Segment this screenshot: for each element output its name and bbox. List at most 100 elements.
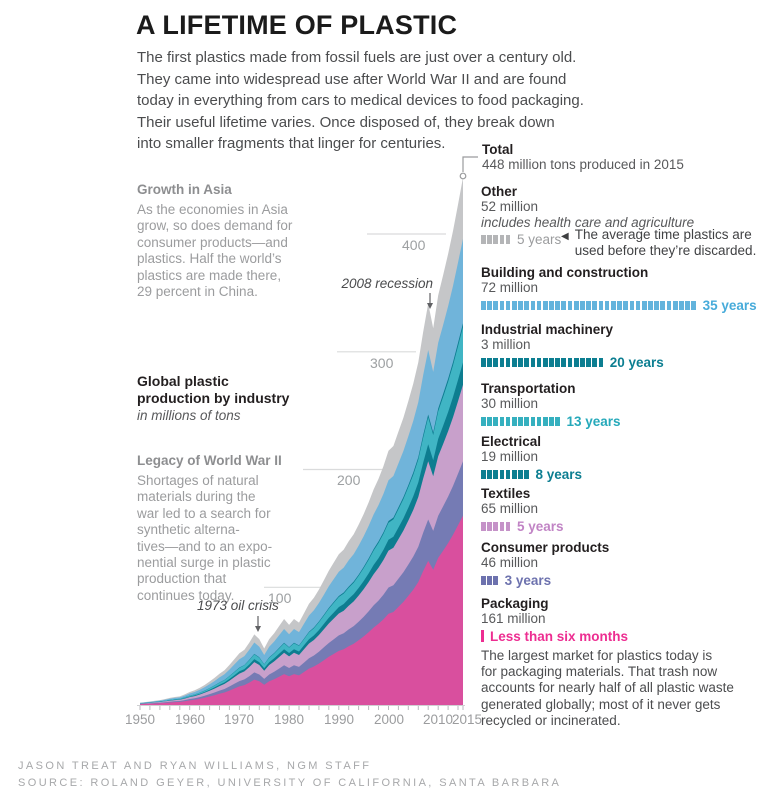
lifetime-tick <box>617 300 622 310</box>
lifetime-tick <box>499 469 505 479</box>
annotation-heading: Legacy of World War II <box>137 453 282 468</box>
lifetime-ticks: 13 years <box>481 414 767 429</box>
lifetime-tick <box>511 357 517 367</box>
legend-entry-name: Transportation <box>481 381 576 396</box>
lifetime-tick <box>493 469 499 479</box>
lifetime-tick <box>493 416 499 426</box>
annotation-growth-in-asia: Growth in Asia As the economies in Asia … <box>137 182 327 300</box>
intro-paragraph: The first plastics made from fossil fuel… <box>137 49 584 153</box>
legend-entry-industrial: Industrial machinery 3 million 20 years <box>481 322 767 370</box>
lifetime-tick <box>549 416 554 426</box>
lifetime-tick <box>511 300 517 310</box>
lifetime-tick <box>598 357 604 367</box>
legend-entry-packaging: Packaging 161 million Less than six mont… <box>481 596 767 729</box>
lifetime-tick <box>481 300 486 310</box>
lifetime-ticks: 35 years <box>481 297 767 313</box>
annotation-body: As the economies in Asia grow, so does d… <box>137 202 293 300</box>
discard-note: ◀ The average time plastics are used bef… <box>561 227 756 258</box>
lifetime-tick <box>499 521 505 531</box>
legend-entry-value: 52 million <box>481 199 539 214</box>
lifetime-ticks: 8 years <box>481 467 767 482</box>
chart-heading-subtitle: in millions of tons <box>137 408 241 423</box>
lifetime-tick <box>536 300 542 310</box>
lifetime-tick <box>499 416 505 426</box>
lifetime-tick <box>530 416 536 426</box>
lifetime-label: 35 years <box>702 297 757 313</box>
lifetime-tick <box>635 300 641 310</box>
x-tick-2010: 2010 <box>422 712 454 727</box>
lifetime-tick <box>511 469 517 479</box>
lifetime-tick <box>536 357 542 367</box>
lifetime-ticks: Less than six months <box>481 629 767 644</box>
lifetime-tick <box>623 300 628 310</box>
lifetime-tick <box>660 300 666 310</box>
x-tick-1990: 1990 <box>323 712 355 727</box>
chart-heading: Global plastic production by industry in… <box>137 373 337 423</box>
legend-entry-building: Building and construction 72 million 35 … <box>481 265 767 313</box>
lifetime-tick <box>518 300 523 310</box>
lifetime-tick <box>481 416 486 426</box>
source-line: SOURCE: ROLAND GEYER, UNIVERSITY OF CALI… <box>18 777 562 789</box>
legend-entry-value: 72 million <box>481 280 539 295</box>
legend-entry-textiles: Textiles 65 million 5 years <box>481 486 767 534</box>
lifetime-tick <box>524 416 529 426</box>
discard-note-text: The average time plastics are used befor… <box>574 227 757 258</box>
recession-arrowhead <box>427 303 433 309</box>
lifetime-tick <box>561 300 567 310</box>
lifetime-tick <box>542 357 548 367</box>
lifetime-tick <box>542 416 548 426</box>
legend-entry-value: 161 million <box>481 611 546 626</box>
lifetime-tick <box>648 300 653 310</box>
lifetime-tick <box>542 300 548 310</box>
lifetime-tick <box>493 300 499 310</box>
legend-entry-value: 30 million <box>481 396 539 411</box>
lifetime-tick <box>499 234 505 244</box>
annotation-legacy-ww2: Legacy of World War II Shortages of natu… <box>137 453 312 604</box>
total-peak-marker <box>459 172 467 180</box>
lifetime-tick <box>493 575 499 585</box>
lifetime-tick <box>536 416 542 426</box>
chart-heading-title: Global plastic production by industry <box>137 373 290 406</box>
legend-entry-name: Electrical <box>481 434 542 449</box>
x-tick-1950: 1950 <box>124 712 156 727</box>
legend-entry-transportation: Transportation 30 million 13 years <box>481 381 767 429</box>
lifetime-tick <box>481 234 486 244</box>
legend-entry-name: Other <box>481 184 518 199</box>
lifetime-tick <box>487 521 492 531</box>
packaging-bar-icon <box>481 630 484 642</box>
lifetime-ticks: 3 years <box>481 573 767 588</box>
annotation-body: Shortages of natural materials during th… <box>137 473 273 603</box>
legend-entry-name: Packaging <box>481 596 549 611</box>
legend-entry-value: 3 million <box>481 337 531 352</box>
oil-crisis-arrowhead <box>255 626 261 632</box>
lifetime-tick <box>530 357 536 367</box>
lifetime-tick <box>524 357 529 367</box>
lifetime-tick <box>573 300 579 310</box>
lifetime-tick <box>561 357 567 367</box>
lifetime-tick <box>610 300 616 310</box>
lifetime-tick <box>481 521 486 531</box>
lifetime-tick <box>555 416 560 426</box>
lifetime-tick <box>487 416 492 426</box>
lifetime-tick <box>685 300 690 310</box>
lifetime-tick <box>524 469 529 479</box>
lifetime-ticks: 5 years <box>481 519 767 534</box>
lifetime-tick <box>598 300 604 310</box>
legend-total-desc: 448 million tons produced in 2015 <box>482 157 684 172</box>
lifetime-tick <box>604 300 610 310</box>
lifetime-tick <box>505 357 511 367</box>
lifetime-tick <box>586 357 591 367</box>
packaging-note: The largest market for plastics today is… <box>481 648 734 728</box>
lifetime-tick <box>493 357 499 367</box>
credit-line: JASON TREAT AND RYAN WILLIAMS, NGM STAFF <box>18 760 372 772</box>
lifetime-label: 20 years <box>609 354 664 370</box>
x-tick-2000: 2000 <box>373 712 405 727</box>
lifetime-tick <box>487 300 492 310</box>
lifetime-tick <box>654 300 659 310</box>
y-tick-200: 200 <box>337 472 361 488</box>
lifetime-tick <box>487 469 492 479</box>
lifetime-tick <box>499 300 505 310</box>
y-tick-400: 400 <box>402 237 426 253</box>
legend-entry-name: Textiles <box>481 486 531 501</box>
